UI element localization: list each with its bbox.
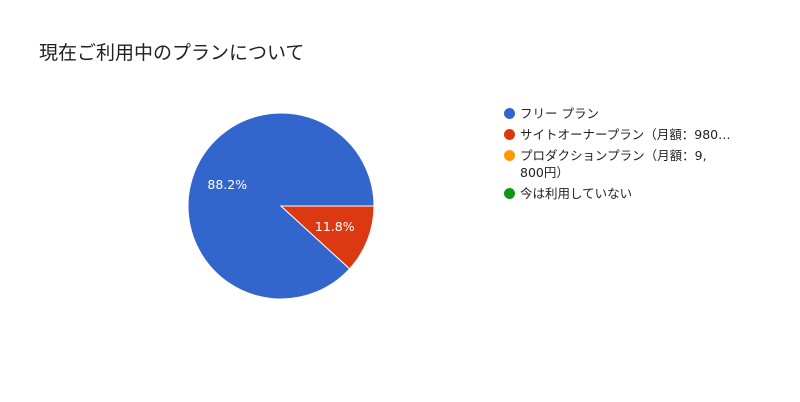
legend-item-site-owner-plan[interactable]: サイトオーナープラン（月額：980… <box>504 126 754 143</box>
legend-item-not-using[interactable]: 今は利用していない <box>504 185 754 202</box>
legend-swatch <box>504 108 515 119</box>
legend-label: フリー プラン <box>520 106 599 121</box>
pie-data-label-0: 88.2% <box>207 177 247 192</box>
pie-data-label-1: 11.8% <box>315 219 355 234</box>
legend-item-production-plan[interactable]: プロダクションプラン（月額：9, 800円） <box>504 147 754 181</box>
legend-item-free-plan[interactable]: フリー プラン <box>504 105 754 122</box>
legend-swatch <box>504 188 515 199</box>
legend-swatch <box>504 150 515 161</box>
legend-swatch <box>504 129 515 140</box>
chart-title: 現在ご利用中のプランについて <box>39 42 305 64</box>
pie-slice-1[interactable] <box>279 205 375 270</box>
legend-label: プロダクションプラン（月額：9, 800円） <box>520 148 707 180</box>
legend-label: サイトオーナープラン（月額：980… <box>520 127 731 142</box>
pie-data-labels: 88.2% 11.8% <box>207 177 354 234</box>
legend-label: 今は利用していない <box>520 186 633 201</box>
pie-slices <box>187 112 375 300</box>
chart-legend: フリー プラン サイトオーナープラン（月額：980… プロダクションプラン（月額… <box>504 105 754 206</box>
